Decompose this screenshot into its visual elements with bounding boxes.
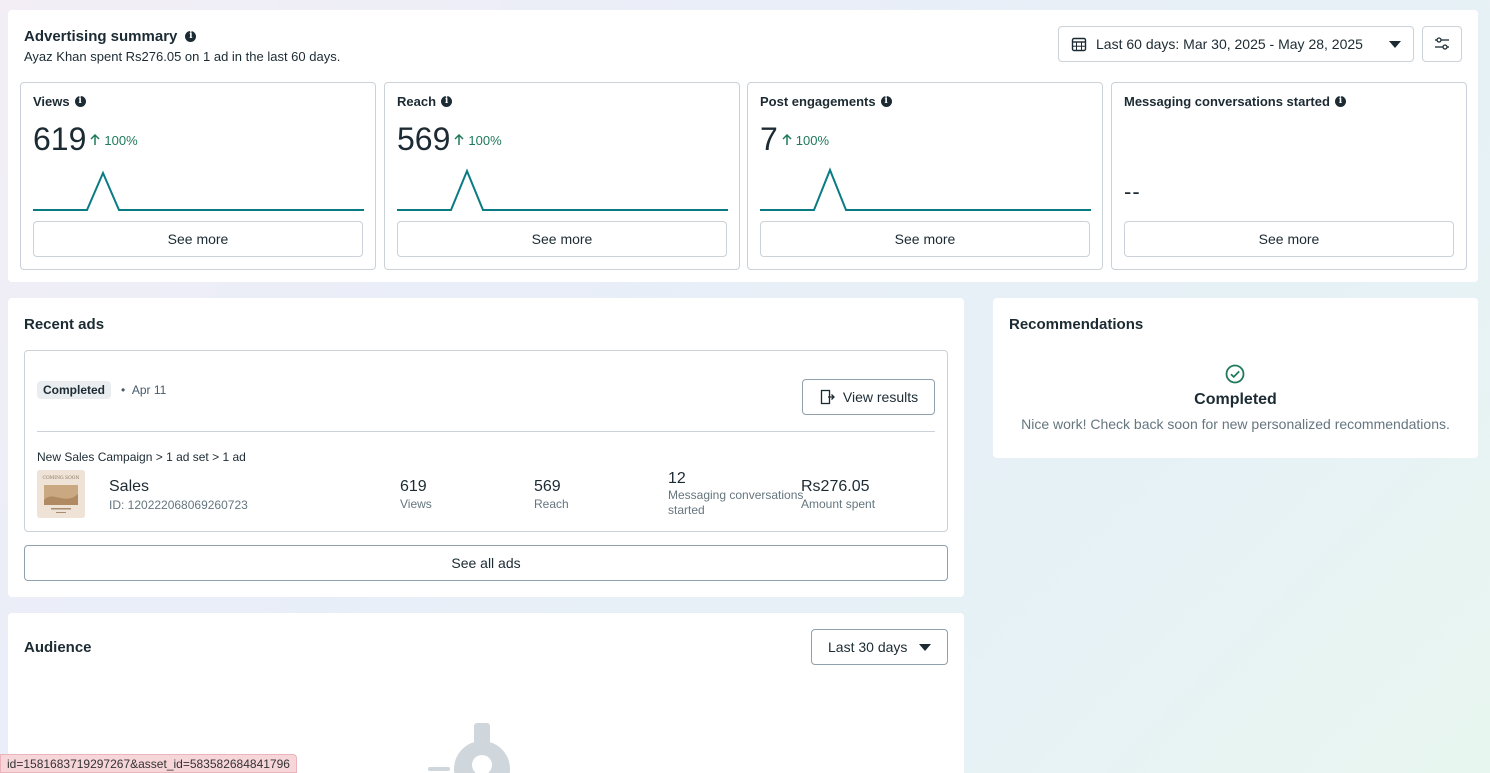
campaign-breadcrumb: New Sales Campaign > 1 ad set > 1 ad bbox=[37, 450, 246, 464]
see-more-button[interactable]: See more bbox=[760, 221, 1090, 257]
calendar-icon bbox=[1071, 37, 1087, 52]
see-more-button[interactable]: See more bbox=[397, 221, 727, 257]
metric-card-reach: Reach i 569 100% See more bbox=[384, 82, 740, 270]
recent-ads-card: Recent ads Completed • Apr 11 View resul… bbox=[8, 298, 964, 597]
arrow-up-icon bbox=[782, 134, 792, 145]
divider bbox=[37, 431, 935, 432]
info-icon[interactable]: i bbox=[74, 96, 86, 107]
ad-thumbnail[interactable]: COMING SOON bbox=[37, 470, 85, 518]
metric-title: Reach i bbox=[397, 94, 453, 109]
check-circle-icon bbox=[1225, 364, 1245, 384]
stat-reach: 569 Reach bbox=[534, 478, 569, 511]
ad-date: • Apr 11 bbox=[121, 383, 167, 397]
date-range-label: Last 60 days: Mar 30, 2025 - May 28, 202… bbox=[1096, 36, 1363, 52]
info-icon[interactable]: i bbox=[1334, 96, 1346, 107]
summary-subtitle: Ayaz Khan spent Rs276.05 on 1 ad in the … bbox=[24, 49, 341, 64]
advertising-summary-card: Advertising summary i Ayaz Khan spent Rs… bbox=[8, 10, 1478, 282]
ad-id: ID: 120222068069260723 bbox=[109, 498, 248, 512]
exit-door-icon bbox=[820, 389, 835, 405]
sparkline bbox=[397, 168, 728, 211]
recommendations-status: Completed bbox=[1194, 391, 1277, 408]
metric-title: Post engagements i bbox=[760, 94, 892, 109]
stat-amount-spent: Rs276.05 Amount spent bbox=[801, 478, 876, 511]
metric-card-views: Views i 619 100% See more bbox=[20, 82, 376, 270]
date-range-dropdown[interactable]: Last 60 days: Mar 30, 2025 - May 28, 202… bbox=[1058, 26, 1414, 62]
chevron-down-icon bbox=[1389, 40, 1401, 48]
audience-card: Audience Last 30 days bbox=[8, 613, 964, 773]
status-bar-url: id=1581683719297267&asset_id=58358268484… bbox=[0, 754, 297, 773]
filter-settings-button[interactable] bbox=[1422, 26, 1462, 62]
arrow-up-icon bbox=[454, 134, 464, 145]
section-title: Audience bbox=[24, 639, 92, 656]
sparkline bbox=[33, 170, 364, 211]
metric-value: 569 100% bbox=[397, 121, 502, 157]
status-badge: Completed bbox=[37, 381, 112, 399]
stat-messaging-conversations: 12 Messaging conversations started bbox=[668, 470, 804, 517]
sliders-icon bbox=[1435, 37, 1449, 50]
thumbnail-text: COMING SOON bbox=[43, 475, 80, 481]
info-icon[interactable]: i bbox=[185, 31, 197, 42]
metric-value: 619 100% bbox=[33, 121, 138, 157]
metric-value-empty: -- bbox=[1124, 179, 1141, 204]
sparkline bbox=[760, 167, 1091, 211]
section-title: Recent ads bbox=[24, 316, 105, 333]
recommendations-message: Nice work! Check back soon for new perso… bbox=[1021, 416, 1450, 432]
arrow-up-icon bbox=[90, 134, 100, 145]
stat-views: 619 Views bbox=[400, 478, 432, 511]
metric-change: 100% bbox=[782, 133, 829, 148]
see-more-button[interactable]: See more bbox=[1124, 221, 1454, 257]
see-all-ads-button[interactable]: See all ads bbox=[24, 545, 948, 581]
ad-name: Sales bbox=[109, 478, 150, 495]
metric-title: Views i bbox=[33, 94, 86, 109]
info-icon[interactable]: i bbox=[441, 96, 453, 107]
metric-card-post-engagements: Post engagements i 7 100% See more bbox=[747, 82, 1103, 270]
summary-title: Advertising summary i bbox=[24, 28, 197, 45]
metric-title: Messaging conversations started i bbox=[1124, 94, 1346, 109]
empty-state-illustration bbox=[428, 723, 510, 773]
audience-range-dropdown[interactable]: Last 30 days bbox=[811, 629, 948, 665]
recommendations-card: Recommendations Completed Nice work! Che… bbox=[993, 298, 1478, 458]
metric-change: 100% bbox=[90, 133, 138, 148]
chevron-down-icon bbox=[919, 643, 931, 651]
metric-value: 7 100% bbox=[760, 121, 830, 157]
view-results-button[interactable]: View results bbox=[802, 379, 935, 415]
see-more-button[interactable]: See more bbox=[33, 221, 363, 257]
ad-summary-box: Completed • Apr 11 View results New Sale… bbox=[24, 350, 948, 532]
section-title: Recommendations bbox=[1009, 316, 1144, 333]
metric-card-messaging-conversations: Messaging conversations started i -- See… bbox=[1111, 82, 1467, 270]
info-icon[interactable]: i bbox=[880, 96, 892, 107]
metric-change: 100% bbox=[454, 133, 502, 148]
